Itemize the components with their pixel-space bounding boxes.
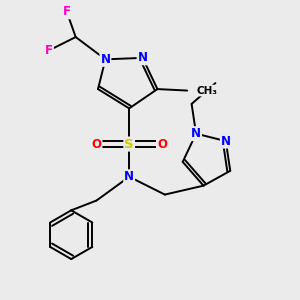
Text: F: F	[45, 44, 53, 57]
Text: F: F	[63, 5, 71, 18]
Text: N: N	[191, 127, 201, 140]
Text: S: S	[124, 138, 134, 151]
Text: CH₃: CH₃	[196, 85, 217, 96]
Text: N: N	[100, 53, 110, 66]
Text: O: O	[157, 138, 167, 151]
Text: N: N	[221, 135, 231, 148]
Text: N: N	[124, 170, 134, 183]
Text: N: N	[138, 51, 148, 64]
Text: O: O	[92, 138, 101, 151]
